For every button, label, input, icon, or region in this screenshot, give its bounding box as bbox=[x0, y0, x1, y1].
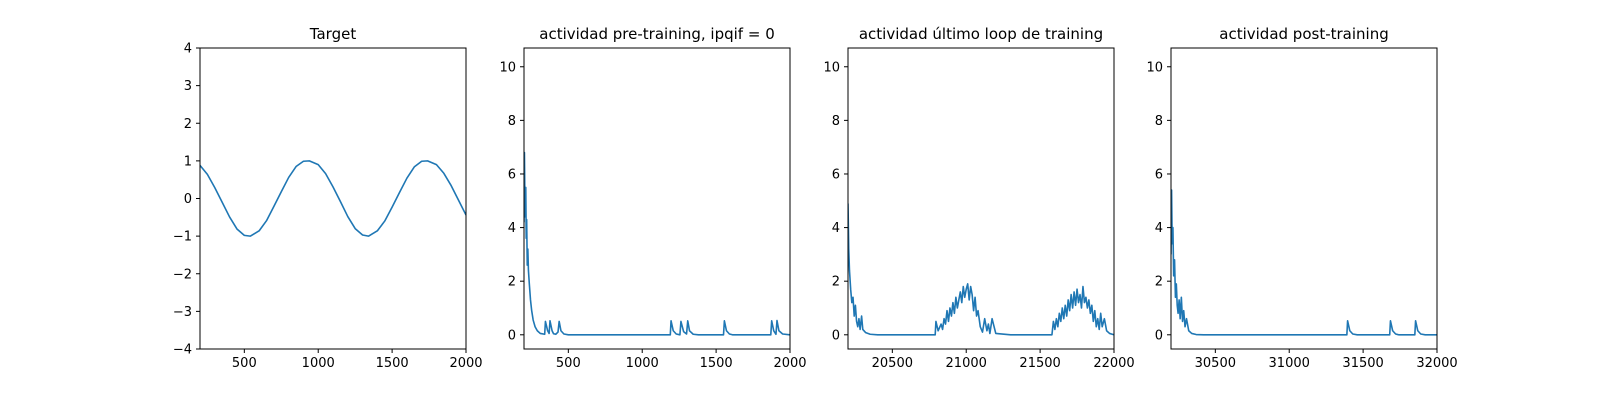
y-tick-label: 0 bbox=[184, 192, 192, 207]
y-tick-label: 4 bbox=[184, 42, 192, 57]
y-tick-label: 0 bbox=[1155, 328, 1163, 343]
y-tick-label: 10 bbox=[499, 60, 516, 75]
chart-title: Target bbox=[309, 25, 357, 43]
x-tick-label: 500 bbox=[556, 356, 581, 371]
x-tick-label: 1000 bbox=[626, 356, 659, 371]
y-tick-label: 8 bbox=[1155, 114, 1163, 129]
y-tick-label: −2 bbox=[173, 267, 192, 282]
x-tick-label: 22000 bbox=[1093, 356, 1134, 371]
x-tick-label: 20500 bbox=[872, 356, 913, 371]
x-tick-label: 30500 bbox=[1195, 356, 1236, 371]
y-tick-label: 2 bbox=[508, 275, 516, 290]
y-tick-label: 2 bbox=[832, 275, 840, 290]
series-line-1 bbox=[848, 203, 1114, 336]
series-line-1 bbox=[524, 151, 790, 336]
x-tick-label: 32000 bbox=[1416, 356, 1457, 371]
x-tick-label: 2000 bbox=[449, 356, 482, 371]
axes-frame bbox=[1170, 47, 1438, 350]
y-tick-label: 6 bbox=[832, 167, 840, 182]
y-tick-label: 8 bbox=[508, 114, 516, 129]
x-tick-label: 500 bbox=[232, 356, 257, 371]
axes-frame bbox=[847, 47, 1115, 350]
x-tick-label: 21000 bbox=[946, 356, 987, 371]
axes-frame bbox=[523, 47, 791, 350]
y-tick-label: 1 bbox=[184, 154, 192, 169]
y-tick-label: 6 bbox=[508, 167, 516, 182]
y-tick-label: 2 bbox=[1155, 275, 1163, 290]
y-tick-label: −4 bbox=[173, 343, 192, 358]
x-tick-label: 1500 bbox=[700, 356, 733, 371]
x-tick-label: 2000 bbox=[773, 356, 806, 371]
y-tick-label: 10 bbox=[1146, 60, 1163, 75]
y-tick-label: 4 bbox=[508, 221, 516, 236]
x-tick-label: 21500 bbox=[1019, 356, 1060, 371]
x-tick-label: 1500 bbox=[376, 356, 409, 371]
y-tick-label: 0 bbox=[508, 328, 516, 343]
chart-title: actividad post-training bbox=[1219, 25, 1388, 43]
chart-title: actividad pre-training, ipqif = 0 bbox=[539, 25, 775, 43]
y-tick-label: 10 bbox=[823, 60, 840, 75]
x-tick-label: 31500 bbox=[1342, 356, 1383, 371]
chart-panel-4: actividad post-training 30500 31000 31500 32… bbox=[1146, 25, 1457, 371]
y-tick-label: −1 bbox=[173, 230, 192, 245]
series-line-1 bbox=[200, 160, 466, 237]
series-line-1 bbox=[1171, 189, 1437, 336]
y-tick-label: −3 bbox=[173, 305, 192, 320]
y-tick-label: 8 bbox=[832, 114, 840, 129]
chart-panel-1: Target 500 1000 1500 2000 −4 −3 −2 −1 0 1 2 3 4 bbox=[173, 25, 483, 371]
x-tick-label: 1000 bbox=[302, 356, 335, 371]
y-tick-label: 6 bbox=[1155, 167, 1163, 182]
y-tick-label: 0 bbox=[832, 328, 840, 343]
y-tick-label: 3 bbox=[184, 79, 192, 94]
chart-panel-2: actividad pre-training, ipqif = 0 500 1000… bbox=[499, 25, 806, 371]
x-tick-label: 31000 bbox=[1269, 356, 1310, 371]
y-tick-label: 4 bbox=[832, 221, 840, 236]
y-tick-label: 2 bbox=[184, 117, 192, 132]
chart-title: actividad último loop de training bbox=[859, 25, 1103, 43]
y-tick-label: 4 bbox=[1155, 221, 1163, 236]
